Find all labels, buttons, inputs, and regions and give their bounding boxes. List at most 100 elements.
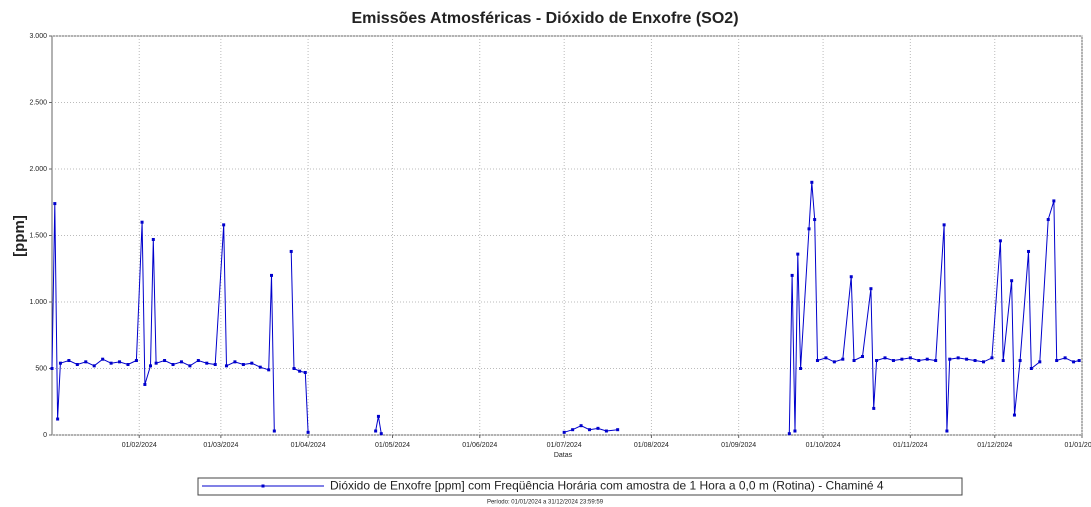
data-point xyxy=(272,429,276,433)
x-tick-label: 01/09/2024 xyxy=(721,442,756,449)
data-point xyxy=(289,249,293,253)
data-point xyxy=(233,360,237,364)
data-point xyxy=(1072,360,1076,364)
data-point xyxy=(151,237,155,241)
data-point xyxy=(1063,356,1067,360)
data-point xyxy=(579,424,583,428)
data-point xyxy=(799,367,803,370)
data-point xyxy=(101,357,105,361)
x-tick-label: 01/03/2024 xyxy=(203,442,238,449)
data-point xyxy=(917,359,921,363)
x-tick-label: 01/06/2024 xyxy=(462,442,497,449)
y-tick-label: 2.000 xyxy=(29,166,47,173)
data-point xyxy=(213,363,217,367)
data-point xyxy=(872,406,876,410)
data-point xyxy=(790,273,794,277)
x-tick-label: 01/01/2025 xyxy=(1064,442,1091,449)
data-point xyxy=(883,356,887,360)
data-point xyxy=(53,202,57,206)
data-point xyxy=(140,220,144,224)
data-point xyxy=(1012,413,1016,417)
data-point xyxy=(810,180,814,184)
data-point xyxy=(163,359,167,363)
y-tick-label: 1.500 xyxy=(29,232,47,239)
data-point xyxy=(807,227,811,231)
data-point xyxy=(945,429,949,433)
data-point xyxy=(50,367,54,370)
data-point xyxy=(852,359,856,363)
data-point xyxy=(942,223,946,227)
data-point xyxy=(1046,218,1050,222)
y-tick-label: 500 xyxy=(35,365,47,372)
data-point xyxy=(224,364,228,368)
data-point xyxy=(134,359,138,363)
data-point xyxy=(956,356,960,360)
data-point xyxy=(990,356,994,360)
data-point xyxy=(92,364,96,368)
data-point xyxy=(154,361,158,365)
data-point xyxy=(56,417,60,421)
data-point xyxy=(1010,279,1014,283)
data-point xyxy=(258,365,262,369)
data-point xyxy=(832,360,836,364)
data-point xyxy=(188,364,192,368)
data-point xyxy=(196,359,200,363)
data-point xyxy=(900,357,904,361)
x-tick-label: 01/11/2024 xyxy=(893,442,928,449)
data-point xyxy=(148,364,152,368)
legend-label: Dióxido de Enxofre [ppm] com Freqüência … xyxy=(330,479,884,493)
legend-box xyxy=(197,477,963,496)
y-tick-label: 3.000 xyxy=(29,33,47,40)
data-point xyxy=(205,361,209,365)
data-point xyxy=(571,428,575,432)
data-point xyxy=(171,363,175,367)
data-point xyxy=(270,273,274,277)
chart-title: Emissões Atmosféricas - Dióxido de Enxof… xyxy=(351,10,738,27)
data-point xyxy=(1038,360,1042,364)
y-tick-label: 0 xyxy=(43,432,47,439)
data-point xyxy=(376,414,380,418)
data-point xyxy=(869,287,873,291)
data-point xyxy=(891,359,895,363)
x-tick-label: 01/05/2024 xyxy=(375,442,410,449)
data-point xyxy=(787,432,791,436)
data-point xyxy=(267,368,271,372)
data-point xyxy=(1055,359,1059,363)
data-point xyxy=(588,428,592,432)
legend-marker xyxy=(261,484,265,488)
data-point xyxy=(126,363,130,367)
data-point xyxy=(596,426,600,430)
x-tick-label: 01/04/2024 xyxy=(291,442,326,449)
data-point xyxy=(118,360,122,364)
data-point xyxy=(849,275,853,279)
data-point xyxy=(562,430,566,434)
data-point xyxy=(222,223,226,227)
x-tick-label: 01/08/2024 xyxy=(634,442,669,449)
data-point xyxy=(824,356,828,360)
y-axis-label: [ppm] xyxy=(11,215,28,257)
y-tick-label: 2.500 xyxy=(29,99,47,106)
data-point xyxy=(1052,199,1056,203)
data-point xyxy=(965,357,969,361)
data-point xyxy=(793,429,797,433)
data-point xyxy=(908,356,912,360)
data-point xyxy=(303,370,307,374)
data-point xyxy=(841,357,845,361)
data-point xyxy=(1027,249,1031,253)
data-point xyxy=(75,363,79,367)
x-axis-label: Datas xyxy=(554,452,573,459)
data-point xyxy=(934,359,938,363)
data-point xyxy=(1029,367,1033,370)
data-point xyxy=(292,367,296,370)
data-point xyxy=(973,359,977,363)
data-point xyxy=(250,361,254,365)
data-point xyxy=(84,360,88,364)
subtitle: Período: 01/01/2024 a 31/12/2024 23:59:5… xyxy=(487,500,604,506)
data-point xyxy=(109,361,113,365)
data-point xyxy=(67,359,71,363)
data-point xyxy=(998,239,1002,243)
x-tick-label: 01/07/2024 xyxy=(547,442,582,449)
plot-area xyxy=(51,35,1083,436)
data-point xyxy=(143,382,147,386)
